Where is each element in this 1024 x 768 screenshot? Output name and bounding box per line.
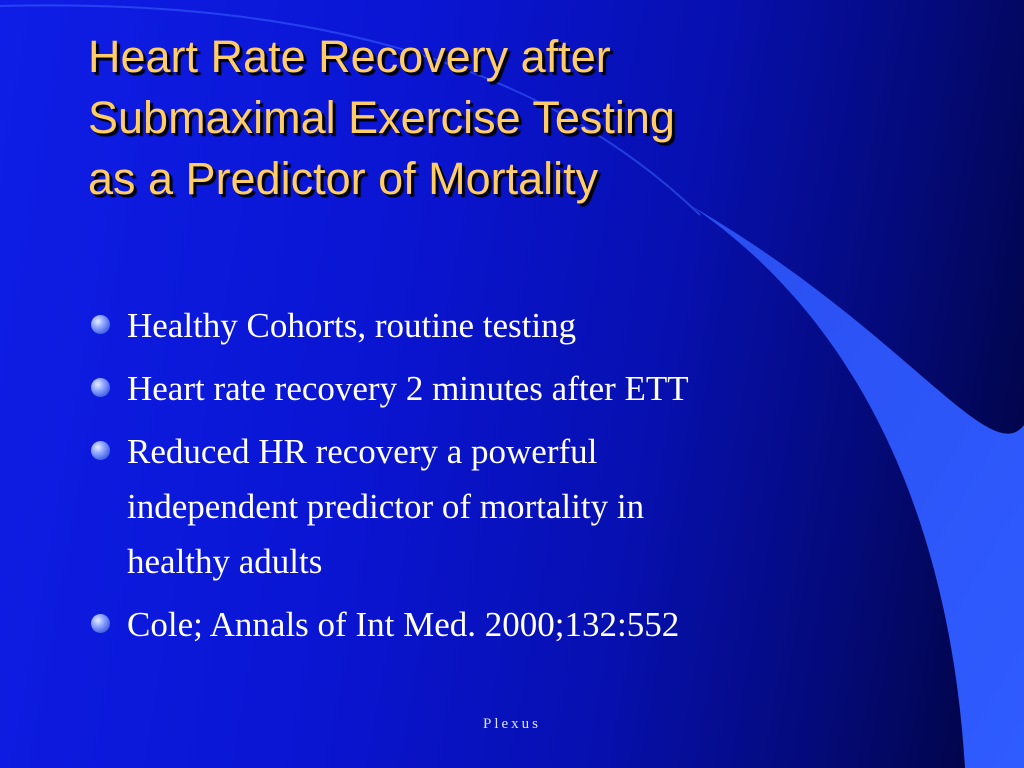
background-swoosh-shape: [690, 205, 1024, 768]
bullet-item: Heart rate recovery 2 minutes after ETT: [89, 361, 909, 416]
slide-title: Heart Rate Recovery after Submaximal Exe…: [88, 26, 968, 209]
bullet-item: Reduced HR recovery a powerful independe…: [89, 424, 909, 589]
bullet-line: healthy adults: [127, 542, 323, 581]
bullet-line: independent predictor of mortality in: [127, 487, 645, 526]
bullet-dot-icon: [91, 614, 110, 633]
bullet-list: Healthy Cohorts, routine testing Heart r…: [89, 298, 909, 660]
bullet-dot-icon: [91, 378, 110, 397]
title-line: Submaximal Exercise Testing: [88, 92, 675, 143]
bullet-line: Healthy Cohorts, routine testing: [127, 306, 577, 345]
bullet-dot-icon: [91, 315, 110, 334]
bullet-dot-icon: [91, 441, 110, 460]
bullet-item: Healthy Cohorts, routine testing: [89, 298, 909, 353]
title-line: as a Predictor of Mortality: [88, 153, 599, 204]
bullet-item: Cole; Annals of Int Med. 2000;132:552: [89, 597, 909, 652]
bullet-text: Healthy Cohorts, routine testing: [127, 298, 909, 353]
bullet-line: Cole; Annals of Int Med. 2000;132:552: [127, 605, 680, 644]
background-arc-line: [0, 4, 701, 216]
bullet-line: Reduced HR recovery a powerful: [127, 432, 598, 471]
title-line: Heart Rate Recovery after: [88, 31, 611, 82]
bullet-text: Reduced HR recovery a powerful independe…: [127, 424, 909, 589]
footer-text: Plexus: [482, 716, 541, 732]
bullet-line: Heart rate recovery 2 minutes after ETT: [127, 369, 689, 408]
bullet-text: Heart rate recovery 2 minutes after ETT: [127, 361, 909, 416]
bullet-text: Cole; Annals of Int Med. 2000;132:552: [127, 597, 909, 652]
